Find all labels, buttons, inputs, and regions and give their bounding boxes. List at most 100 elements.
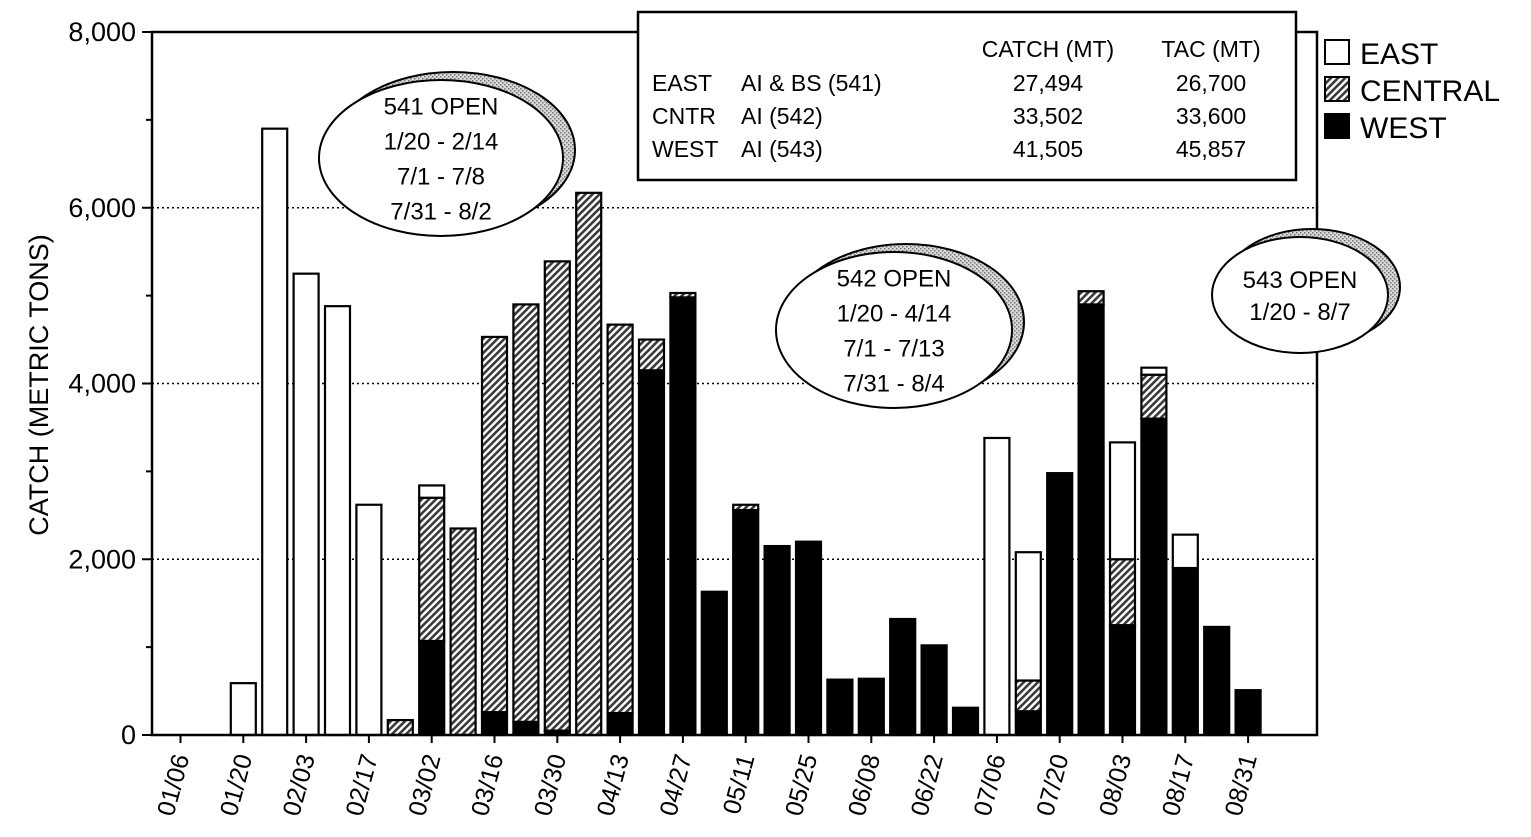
annotation-text: 541 OPEN <box>384 94 499 121</box>
x-tick-label: 08/31 <box>1220 751 1263 819</box>
bar-east <box>323 305 352 737</box>
bar-central <box>1077 290 1105 306</box>
bar-west <box>889 617 917 737</box>
x-tick-label: 03/02 <box>403 751 446 819</box>
annotation-text: 7/1 - 7/8 <box>397 164 485 191</box>
annotation-text: 1/20 - 8/7 <box>1249 299 1350 326</box>
x-tick-label: 07/06 <box>968 751 1011 819</box>
table-cell: AI & BS (541) <box>741 70 882 96</box>
legend-label: EAST <box>1360 38 1438 71</box>
table-cell: 33,502 <box>1013 103 1083 129</box>
x-tick-label: 05/25 <box>780 751 823 819</box>
annotation-bubble <box>318 79 564 237</box>
table-cell: EAST <box>652 70 712 96</box>
bar-central <box>575 191 603 737</box>
x-tick-label: 02/03 <box>278 751 321 819</box>
bar-central <box>386 718 414 737</box>
bar-west <box>763 544 791 737</box>
y-tick-label: 2,000 <box>68 544 136 574</box>
annotation-bubble <box>1211 236 1389 354</box>
legend-swatch-central <box>1324 76 1350 102</box>
bar-east <box>1014 551 1042 682</box>
y-tick-label: 8,000 <box>68 17 136 47</box>
bar-west <box>857 677 885 737</box>
bar-east <box>1140 366 1168 376</box>
x-tick-label: 01/06 <box>152 751 195 819</box>
bar-east <box>418 484 446 499</box>
bar-west <box>794 540 823 737</box>
bar-west <box>1046 472 1074 737</box>
bar-central <box>606 323 634 715</box>
bar-west <box>418 639 446 737</box>
annotation-bubble <box>775 251 1013 409</box>
x-tick-label: 07/20 <box>1031 751 1074 819</box>
bar-east <box>261 127 289 737</box>
bar-east <box>1108 441 1137 561</box>
annotation-text: 7/31 - 8/2 <box>390 199 491 226</box>
x-tick-label: 04/13 <box>592 751 635 819</box>
bar-west <box>1077 303 1105 737</box>
table-header: CATCH (MT) <box>982 36 1114 62</box>
table-cell: 41,505 <box>1013 136 1083 162</box>
bar-west <box>480 711 509 737</box>
bar-west <box>606 711 634 737</box>
bar-east <box>355 503 383 737</box>
legend-label: CENTRAL <box>1360 75 1500 108</box>
bar-west <box>826 678 854 737</box>
x-tick-label: 05/11 <box>718 751 761 817</box>
bar-west <box>700 590 728 737</box>
legend-label: WEST <box>1360 112 1447 145</box>
legend-swatch-east <box>1324 39 1350 65</box>
bar-central <box>1014 679 1042 713</box>
y-tick-label: 0 <box>121 720 136 750</box>
x-tick-label: 03/16 <box>466 751 509 819</box>
y-tick-label: 6,000 <box>68 193 136 223</box>
annotation-text: 542 OPEN <box>837 266 952 293</box>
bar-west <box>951 706 980 737</box>
legend: EAST CENTRAL WEST <box>1324 38 1500 145</box>
annotation-text: 7/31 - 8/4 <box>843 371 944 398</box>
bar-west <box>920 644 948 737</box>
x-tick-label: 08/17 <box>1157 751 1200 819</box>
table-cell: 26,700 <box>1176 70 1246 96</box>
bar-east <box>292 272 320 737</box>
table-cell: WEST <box>652 136 718 162</box>
table-cell: 45,857 <box>1176 136 1246 162</box>
bar-central <box>449 527 477 737</box>
bar-west <box>512 720 540 737</box>
legend-swatch-west <box>1324 113 1350 139</box>
bar-west <box>1140 417 1168 737</box>
bar-central <box>418 496 446 643</box>
bar-central <box>1108 558 1137 627</box>
annotation-text: 1/20 - 4/14 <box>837 301 952 328</box>
x-tick-label: 06/08 <box>843 751 886 819</box>
bar-central <box>732 503 760 512</box>
summary-table-box <box>636 10 1298 182</box>
y-tick-label: 4,000 <box>68 369 136 399</box>
bar-west <box>637 369 666 737</box>
table-cell: AI (542) <box>741 103 823 129</box>
annotation-text: 543 OPEN <box>1243 267 1358 294</box>
bar-west <box>1234 689 1262 737</box>
table-cell: AI (543) <box>741 136 823 162</box>
bar-west <box>669 296 697 737</box>
table-cell: 33,600 <box>1176 103 1246 129</box>
x-tick-label: 06/22 <box>906 751 949 819</box>
annotation-text: 7/1 - 7/13 <box>843 336 944 363</box>
bar-west <box>1171 566 1199 737</box>
bar-central <box>512 303 540 723</box>
bar-central <box>480 335 509 714</box>
x-tick-label: 04/27 <box>654 751 697 819</box>
table-header: TAC (MT) <box>1161 36 1260 62</box>
bar-east <box>983 436 1011 737</box>
x-tick-label: 03/30 <box>529 751 572 819</box>
bar-west <box>1203 625 1231 737</box>
bar-central <box>669 291 697 299</box>
annotation-text: 1/20 - 2/14 <box>384 129 499 156</box>
bar-central <box>637 338 666 372</box>
table-cell: 27,494 <box>1013 70 1084 96</box>
bar-west <box>732 508 760 737</box>
x-tick-label: 01/20 <box>215 751 258 819</box>
bar-west <box>1108 624 1137 737</box>
